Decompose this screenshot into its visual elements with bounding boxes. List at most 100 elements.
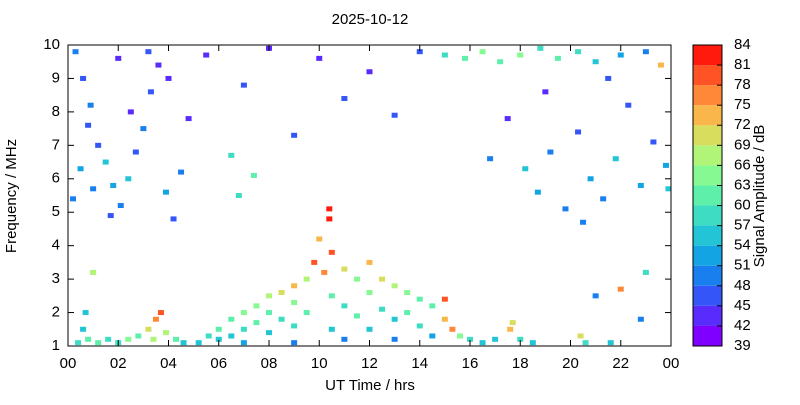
cell [178, 169, 185, 175]
cell [316, 236, 323, 242]
cell [529, 340, 536, 346]
cell [562, 206, 569, 212]
cell [240, 310, 247, 316]
cell [72, 49, 79, 55]
y-tick-label: 8 [52, 103, 60, 120]
cell [391, 336, 398, 342]
cell [303, 310, 310, 316]
cell [278, 316, 285, 322]
cell [303, 276, 310, 282]
cell [215, 336, 222, 342]
y-tick-label: 3 [52, 270, 60, 287]
cell [85, 122, 92, 128]
cell [642, 269, 649, 275]
cell [162, 330, 169, 336]
cell [341, 336, 348, 342]
cell [266, 330, 272, 336]
x-tick-label: 20 [562, 355, 579, 372]
cell [115, 55, 122, 61]
x-tick-label: 00 [60, 355, 77, 372]
cell [605, 75, 612, 81]
cell [165, 75, 172, 81]
colorbar-tick-label: 84 [734, 36, 751, 53]
colorbar-tick-label: 48 [734, 277, 751, 294]
colorbar-band [693, 245, 722, 266]
cell [228, 152, 235, 158]
colorbar-tick-label: 54 [734, 237, 751, 254]
cell [321, 269, 328, 275]
cell [379, 306, 386, 312]
colorbar-tick-label: 42 [734, 317, 751, 334]
cell [85, 336, 92, 342]
cell [127, 109, 134, 115]
y-tick-label: 5 [52, 203, 60, 220]
colorbar-band [693, 105, 722, 126]
y-tick-label: 7 [52, 136, 60, 153]
x-tick-label: 18 [512, 355, 529, 372]
cell [311, 259, 318, 265]
cell [95, 142, 102, 148]
cell [657, 62, 664, 68]
y-tick-label: 1 [52, 337, 60, 354]
cell [228, 333, 235, 339]
cell [441, 296, 448, 302]
plot-frame [67, 44, 672, 347]
x-tick-label: 04 [160, 355, 177, 372]
cell [554, 55, 561, 61]
cell [642, 49, 649, 55]
colorbar-tick-label: 66 [734, 156, 751, 173]
colorbar-band [693, 85, 722, 106]
cell [95, 340, 102, 346]
cell [467, 336, 473, 342]
colorbar-tick-label: 81 [734, 56, 751, 73]
cell [228, 316, 235, 322]
cell [145, 326, 152, 332]
cell [587, 176, 594, 182]
cell [107, 213, 114, 219]
cell [517, 336, 524, 342]
cell [341, 266, 348, 272]
colorbar-band [693, 285, 722, 306]
cell [504, 116, 511, 122]
colorbar-band [693, 305, 722, 326]
cell [135, 333, 142, 339]
y-tick-label: 10 [43, 36, 60, 53]
cell [215, 326, 222, 332]
colorbar-band [693, 225, 722, 246]
cell [125, 176, 132, 182]
cell [366, 326, 373, 332]
cell [152, 316, 159, 322]
cell [240, 82, 247, 88]
colorbar-tick-label: 63 [734, 176, 751, 193]
colorbar-band [693, 165, 722, 186]
colorbar-band [693, 325, 722, 346]
cell [416, 296, 423, 302]
cell [487, 156, 494, 162]
cell [507, 326, 514, 332]
colorbar-tick-label: 75 [734, 96, 751, 113]
cell [522, 166, 529, 172]
cell [637, 182, 644, 188]
cell [266, 293, 272, 299]
cell [90, 269, 97, 275]
cell [140, 126, 147, 132]
cell [625, 102, 632, 108]
colorbar-frame [692, 44, 723, 347]
y-tick-label: 2 [52, 304, 60, 321]
cell [82, 310, 89, 316]
cell [90, 186, 97, 192]
cell [592, 293, 599, 299]
cell [662, 162, 669, 168]
cell [492, 336, 499, 342]
cell [80, 326, 87, 332]
cell [479, 340, 486, 346]
cell [326, 206, 333, 212]
cell [534, 189, 541, 195]
cell [404, 310, 411, 316]
cell [416, 49, 423, 55]
colorbar-tick-label: 69 [734, 136, 751, 153]
cell [592, 59, 599, 65]
colorbar-tick-label: 60 [734, 197, 751, 214]
x-tick-label: 06 [210, 355, 227, 372]
cell [577, 333, 584, 339]
